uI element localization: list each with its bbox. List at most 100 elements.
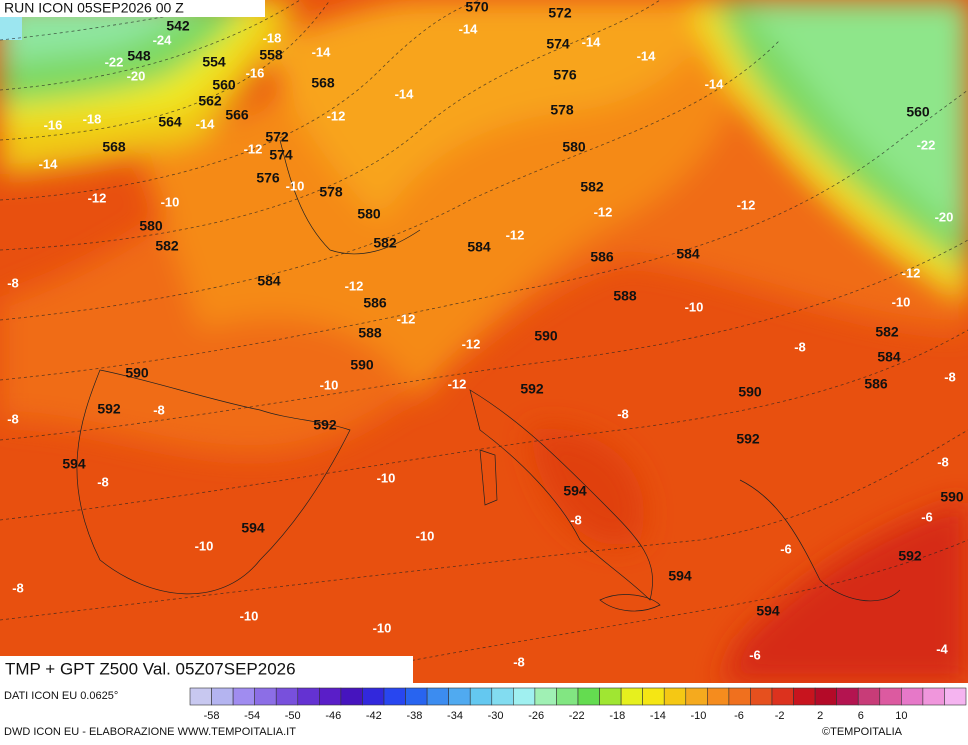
colorbar-tick-label: 2 bbox=[817, 710, 823, 722]
colorbar-swatch bbox=[577, 687, 600, 706]
temperature-label: -8 bbox=[570, 512, 582, 527]
geopotential-label: 570 bbox=[465, 0, 489, 15]
colorbar-swatch bbox=[620, 687, 643, 706]
geopotential-label: 590 bbox=[534, 328, 558, 344]
temperature-label: -8 bbox=[97, 474, 109, 489]
temperature-label: -10 bbox=[161, 194, 180, 209]
geopotential-label: 566 bbox=[225, 107, 249, 123]
geopotential-label: 594 bbox=[563, 483, 587, 499]
temperature-label: -12 bbox=[506, 227, 525, 242]
geopotential-label: 590 bbox=[738, 384, 762, 400]
temperature-label: -8 bbox=[944, 369, 956, 384]
geopotential-label: 558 bbox=[259, 47, 283, 63]
source-label: DATI ICON EU 0.0625° bbox=[4, 690, 118, 702]
colorbar-swatch bbox=[297, 687, 320, 706]
colorbar-swatch bbox=[793, 687, 816, 706]
geopotential-label: 592 bbox=[520, 381, 544, 397]
temperature-label: -22 bbox=[105, 54, 124, 69]
temperature-label: -10 bbox=[416, 528, 435, 543]
geopotential-label: 590 bbox=[350, 357, 374, 373]
temperature-label: -10 bbox=[240, 608, 259, 623]
geopotential-label: 592 bbox=[313, 417, 337, 433]
geopotential-label: 542 bbox=[166, 18, 190, 34]
colorbar-swatch bbox=[901, 687, 924, 706]
geopotential-label: 580 bbox=[357, 206, 381, 222]
temperature-label: -12 bbox=[902, 265, 921, 280]
temperature-label: -22 bbox=[917, 137, 936, 152]
temperature-label: -8 bbox=[937, 454, 949, 469]
geopotential-label: 582 bbox=[580, 179, 604, 195]
geopotential-label: 594 bbox=[241, 520, 265, 536]
geopotential-label: 572 bbox=[548, 5, 572, 21]
temperature-label: -10 bbox=[373, 620, 392, 635]
geopotential-label: 586 bbox=[363, 295, 387, 311]
temperature-label: -10 bbox=[320, 377, 339, 392]
temperature-label: -8 bbox=[12, 580, 24, 595]
geopotential-label: 580 bbox=[139, 218, 163, 234]
geopotential-label: 594 bbox=[668, 568, 692, 584]
geopotential-label: 592 bbox=[97, 401, 121, 417]
colorbar-swatch bbox=[232, 687, 255, 706]
geopotential-label: 582 bbox=[155, 238, 179, 254]
temperature-label: -14 bbox=[459, 21, 479, 36]
geopotential-label: 574 bbox=[269, 147, 293, 163]
temperature-label: -12 bbox=[594, 204, 613, 219]
logo-label: ©TEMPOITALIA bbox=[822, 726, 903, 738]
temperature-label: -14 bbox=[582, 34, 602, 49]
temperature-label: -16 bbox=[246, 65, 265, 80]
colorbar-tick-label: -54 bbox=[244, 710, 260, 722]
colorbar: -58 -54 -50 -46 -42 -38 -34 -30 -26 -22 -18 -14 -10-… bbox=[189, 687, 967, 722]
colorbar-swatch bbox=[534, 687, 557, 706]
geopotential-label: 568 bbox=[102, 139, 126, 155]
colorbar-swatch bbox=[254, 687, 277, 706]
colorbar-tick-label: -42 bbox=[366, 710, 382, 722]
geopotential-label: 576 bbox=[256, 170, 280, 186]
geopotential-label: 584 bbox=[676, 246, 700, 262]
credit-label: DWD ICON EU - ELABORAZIONE WWW.TEMPOITAL… bbox=[4, 726, 296, 738]
colorbar-swatch bbox=[685, 687, 708, 706]
colorbar-tick-label: -46 bbox=[325, 710, 341, 722]
temperature-label: -12 bbox=[327, 108, 346, 123]
temperature-label: -12 bbox=[244, 141, 263, 156]
geopotential-label: 592 bbox=[898, 548, 922, 564]
geopotential-label: 572 bbox=[265, 129, 289, 145]
temperature-label: -14 bbox=[637, 48, 657, 63]
temperature-label: -14 bbox=[395, 86, 415, 101]
colorbar-swatch bbox=[771, 687, 794, 706]
temperature-label: -8 bbox=[617, 406, 629, 421]
temperature-label: -16 bbox=[44, 117, 63, 132]
colorbar-tick-label: -18 bbox=[609, 710, 625, 722]
geopotential-label: 562 bbox=[198, 93, 222, 109]
colorbar-swatch bbox=[513, 687, 536, 706]
colorbar-tick-label: -14 bbox=[650, 710, 666, 722]
colorbar-swatch bbox=[469, 687, 493, 706]
temperature-label: -10 bbox=[892, 294, 911, 309]
colorbar-swatch bbox=[944, 687, 967, 706]
geopotential-label: 594 bbox=[62, 456, 86, 472]
temperature-label: -14 bbox=[705, 76, 725, 91]
geopotential-label: 584 bbox=[877, 349, 901, 365]
colorbar-tick-label: 10 bbox=[895, 710, 907, 722]
temperature-label: -12 bbox=[345, 278, 364, 293]
colorbar-swatch bbox=[275, 687, 299, 706]
geopotential-label: 580 bbox=[562, 139, 586, 155]
geopotential-label: 564 bbox=[158, 114, 182, 130]
temperature-label: -14 bbox=[39, 156, 59, 171]
colorbar-tick-label: -58 bbox=[204, 710, 220, 722]
temperature-label: -6 bbox=[921, 509, 933, 524]
colorbar-swatch bbox=[836, 687, 859, 706]
temperature-label: -24 bbox=[153, 32, 173, 47]
title-box bbox=[0, 656, 413, 683]
colorbar-swatch bbox=[599, 687, 622, 706]
colorbar-swatch bbox=[362, 687, 385, 706]
geopotential-label: 584 bbox=[467, 239, 491, 255]
temperature-label: -8 bbox=[794, 339, 806, 354]
temperature-label: -14 bbox=[196, 116, 216, 131]
temperature-label: -12 bbox=[737, 197, 756, 212]
geopotential-label: 582 bbox=[875, 324, 899, 340]
colorbar-swatch bbox=[383, 687, 406, 706]
colorbar-tick-label: 6 bbox=[858, 710, 864, 722]
geopotential-label: 574 bbox=[546, 36, 570, 52]
